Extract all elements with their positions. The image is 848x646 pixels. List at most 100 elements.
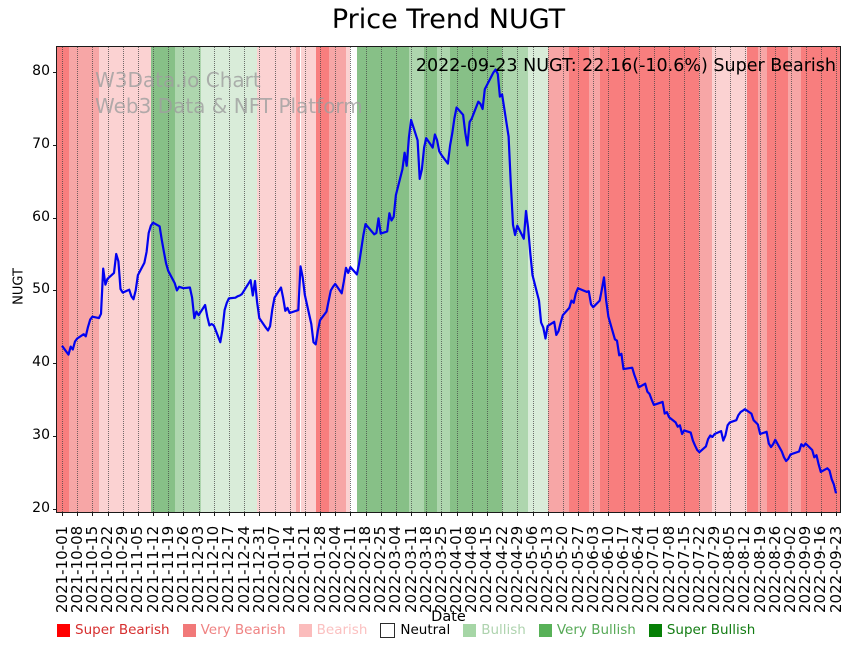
x-tick-mark <box>471 512 473 516</box>
gridline <box>380 47 382 512</box>
sentiment-band-very_bullish <box>174 47 201 512</box>
gridline <box>593 47 595 512</box>
x-tick-mark <box>517 512 519 516</box>
legend-item-bullish: Bullish <box>463 622 526 638</box>
watermark-line-1: W3Data.io Chart <box>95 68 261 92</box>
sentiment-band-very_bullish <box>408 47 425 512</box>
legend-item-neutral: Neutral <box>380 622 450 638</box>
x-tick-mark <box>790 512 792 516</box>
gridline <box>213 47 215 512</box>
sentiment-band-super_bearish <box>747 47 758 512</box>
chart-title: Price Trend NUGT <box>331 4 566 35</box>
legend-swatch <box>463 623 477 637</box>
y-tick-mark <box>53 363 57 365</box>
x-tick-mark <box>456 512 458 516</box>
x-tick-mark <box>183 512 185 516</box>
sentiment-band-very_bearish <box>699 47 713 512</box>
gridline <box>92 47 94 512</box>
y-tick-mark <box>53 290 57 292</box>
legend-label: Very Bullish <box>556 622 636 638</box>
gridline <box>426 47 428 512</box>
y-tick-mark <box>53 217 57 219</box>
price-line-chart <box>61 68 838 494</box>
x-tick-mark <box>77 512 79 516</box>
x-tick-mark <box>760 512 762 516</box>
x-tick-mark <box>228 512 230 516</box>
gridline <box>623 47 625 512</box>
gridline <box>62 47 63 512</box>
gridline <box>653 47 655 512</box>
gridline <box>805 47 807 512</box>
x-tick-mark <box>532 512 534 516</box>
legend-label: Bearish <box>316 622 368 638</box>
legend-swatch <box>182 623 196 637</box>
x-tick-mark <box>168 512 170 516</box>
x-tick-mark <box>395 512 397 516</box>
sentiment-band-bearish <box>712 47 748 512</box>
gridline <box>441 47 443 512</box>
sentiment-band-super_bullish <box>424 47 438 512</box>
y-tick-label: 50 <box>32 281 50 298</box>
legend-swatch <box>648 623 662 637</box>
x-tick-mark <box>380 512 382 516</box>
y-tick-mark <box>53 71 57 73</box>
gridline <box>562 47 564 512</box>
sentiment-band-very_bearish <box>757 47 767 512</box>
gridline <box>669 47 671 512</box>
y-tick-label: 80 <box>32 62 50 79</box>
x-tick-mark <box>153 512 155 516</box>
x-tick-mark <box>562 512 564 516</box>
gridline <box>289 47 291 512</box>
latest-price-annotation: 2022-09-23 NUGT: 22.16(-10.6%) Super Bea… <box>415 56 836 76</box>
sentiment-band-very_bearish <box>547 47 570 512</box>
gridline <box>259 47 261 512</box>
sentiment-band-bearish <box>346 47 351 512</box>
legend-swatch <box>538 623 552 637</box>
gridline <box>578 47 579 512</box>
legend-item-very-bullish: Very Bullish <box>538 622 636 638</box>
gridline <box>137 47 139 512</box>
sentiment-band-super_bearish <box>315 47 329 512</box>
gridline <box>790 47 792 512</box>
sentiment-band-neutral <box>350 47 357 512</box>
x-tick-mark <box>335 512 337 516</box>
x-tick-label: 2022-09-23 <box>826 525 845 613</box>
sentiment-band-super_bullish <box>450 47 503 512</box>
gridline <box>122 47 124 512</box>
gridline <box>684 47 686 512</box>
gridline <box>502 47 504 512</box>
gridline <box>153 47 155 512</box>
gridline <box>168 47 170 512</box>
legend-swatch <box>298 623 312 637</box>
x-tick-mark <box>244 512 246 516</box>
x-tick-mark <box>213 512 215 516</box>
legend-label: Very Bearish <box>200 622 286 638</box>
legend-swatch <box>380 622 396 638</box>
x-tick-mark <box>502 512 504 516</box>
gridline <box>411 47 413 512</box>
x-tick-mark <box>441 512 443 516</box>
x-tick-mark <box>638 512 640 516</box>
x-tick-mark <box>411 512 413 516</box>
sentiment-band-very_bearish <box>328 47 346 512</box>
gridline <box>775 47 777 512</box>
y-tick-label: 70 <box>32 135 50 152</box>
y-tick-mark <box>53 509 57 511</box>
x-tick-mark <box>274 512 276 516</box>
sentiment-band-super_bearish <box>801 47 840 512</box>
gridline <box>608 47 610 512</box>
x-tick-mark <box>669 512 671 516</box>
y-tick-label: 20 <box>32 500 50 517</box>
x-tick-mark <box>593 512 595 516</box>
gridline <box>183 47 185 512</box>
y-tick-label: 40 <box>32 354 50 371</box>
sentiment-legend: Super Bearish Very Bearish Bearish Neutral B… <box>57 622 843 638</box>
x-tick-mark <box>350 512 352 516</box>
x-tick-mark <box>775 512 777 516</box>
x-tick-mark <box>62 512 63 516</box>
legend-swatch <box>57 623 70 637</box>
sentiment-band-very_bearish <box>68 47 99 512</box>
gridline <box>77 47 79 512</box>
x-tick-mark <box>320 512 321 516</box>
